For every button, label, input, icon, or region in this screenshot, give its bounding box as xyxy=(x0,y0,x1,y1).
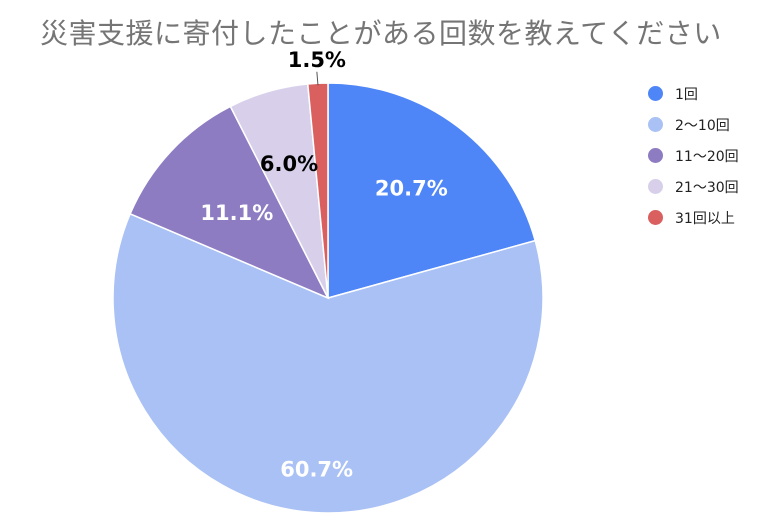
pie-value-label-1: 20.7% xyxy=(375,176,448,200)
pie-slice-3 xyxy=(129,105,330,300)
legend-item-5: 31回以上 xyxy=(648,202,739,233)
legend-item-1: 1回 xyxy=(648,78,739,109)
pie-slice-2 xyxy=(112,212,544,514)
legend-label-1: 1回 xyxy=(675,86,698,103)
legend-swatch-2 xyxy=(648,117,663,132)
pie-value-label-2: 60.7% xyxy=(280,458,353,482)
legend-label-5: 31回以上 xyxy=(675,210,735,227)
legend-swatch-4 xyxy=(648,179,663,194)
pie-value-label-4: 6.0% xyxy=(260,152,318,176)
legend-swatch-1 xyxy=(648,86,663,101)
legend-label-3: 11〜20回 xyxy=(675,148,739,165)
legend: 1回 2〜10回 11〜20回 21〜30回 31回以上 xyxy=(648,78,739,233)
legend-item-4: 21〜30回 xyxy=(648,171,739,202)
pie-value-label-3: 11.1% xyxy=(200,201,273,225)
legend-item-2: 2〜10回 xyxy=(648,109,739,140)
legend-item-3: 11〜20回 xyxy=(648,140,739,171)
chart-title: 災害支援に寄付したことがある回数を教えてください xyxy=(40,17,722,50)
pie-leader-line-5 xyxy=(316,71,319,86)
legend-swatch-3 xyxy=(648,148,663,163)
pie-slice-1 xyxy=(327,82,537,299)
legend-swatch-5 xyxy=(648,210,663,225)
legend-label-4: 21〜30回 xyxy=(675,179,739,196)
pie-value-label-5: 1.5% xyxy=(288,48,346,72)
legend-label-2: 2〜10回 xyxy=(675,117,730,134)
